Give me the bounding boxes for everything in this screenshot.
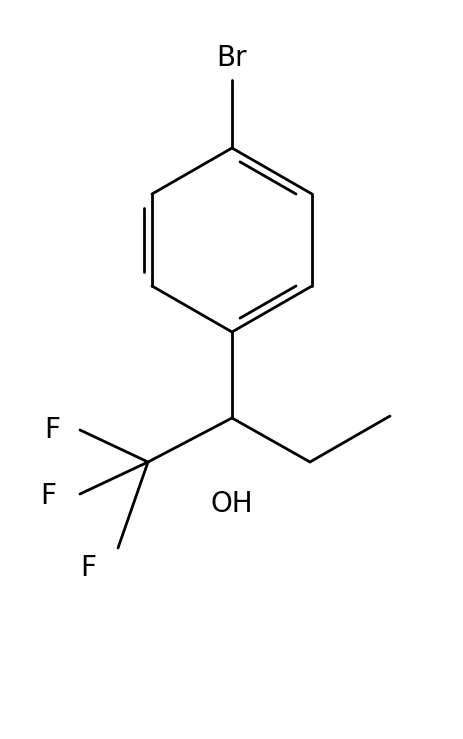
Text: OH: OH: [210, 490, 253, 518]
Text: Br: Br: [216, 44, 247, 72]
Text: F: F: [44, 416, 60, 444]
Text: F: F: [80, 554, 96, 582]
Text: F: F: [40, 482, 56, 510]
